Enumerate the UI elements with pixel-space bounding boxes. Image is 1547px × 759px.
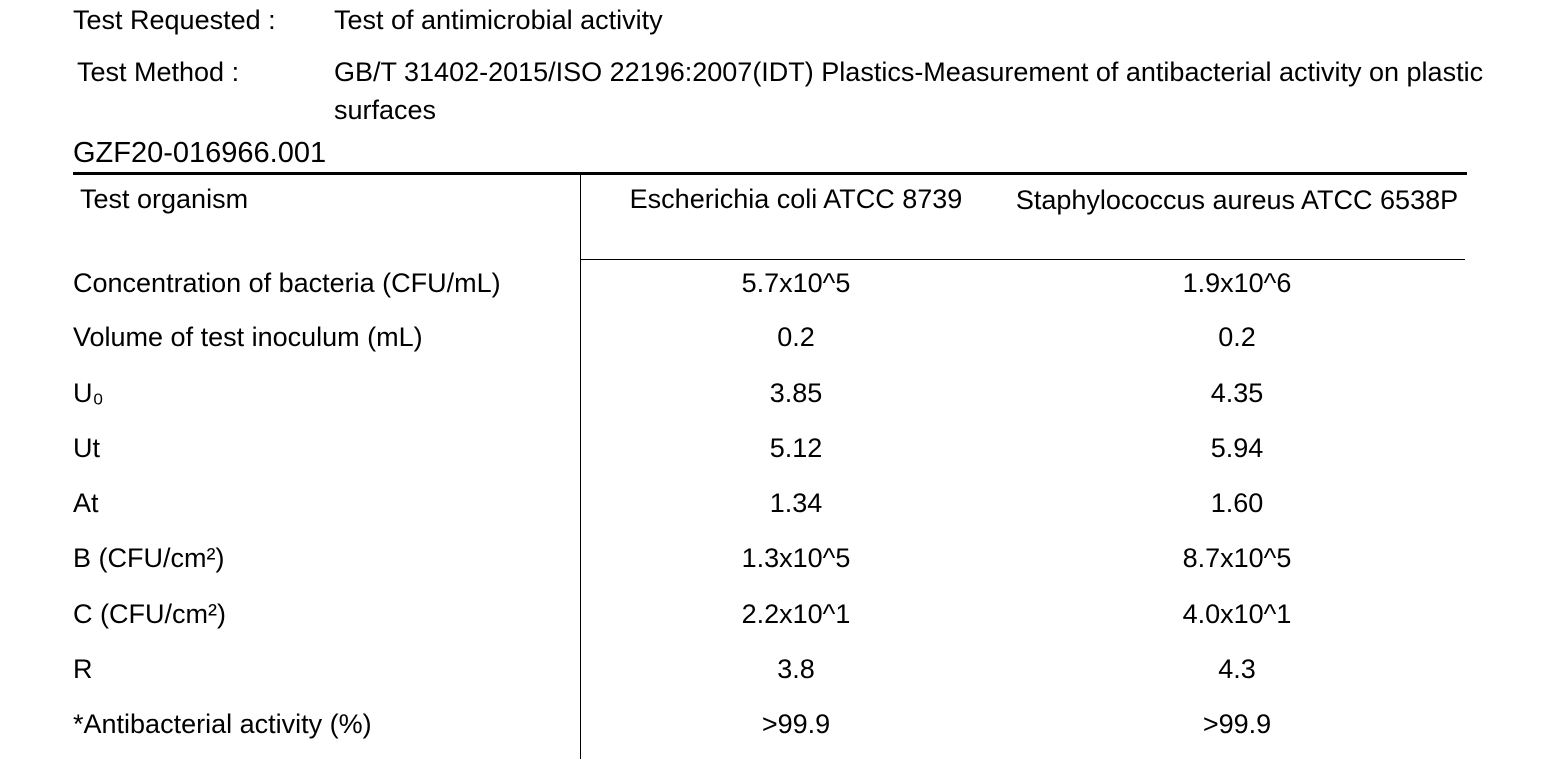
row-value-saureus: >99.9 [1202, 709, 1272, 739]
test-method-value: GB/T 31402-2015/ISO 22196:2007(IDT) Plas… [334, 57, 1484, 125]
row-value-ecoli: 3.8 [777, 654, 815, 684]
row-parameter: *Antibacterial activity (%) [73, 709, 372, 739]
header-staphylococcus-aureus: Staphylococcus aureus ATCC 6538P [1015, 185, 1459, 215]
row-value-ecoli: 2.2x10^1 [741, 599, 851, 629]
row-value-saureus: 1.60 [1210, 488, 1264, 518]
table-top-rule [73, 172, 1467, 175]
row-value-saureus: 8.7x10^5 [1182, 543, 1292, 573]
row-value-ecoli: 1.34 [769, 488, 823, 518]
row-parameter: C (CFU/cm²) [73, 599, 226, 629]
table-column-divider [580, 175, 581, 759]
report-id: GZF20-016966.001 [73, 137, 327, 169]
table-header-rule [581, 259, 1465, 260]
row-value-saureus: 4.3 [1218, 654, 1256, 684]
row-parameter: B (CFU/cm²) [73, 543, 225, 573]
row-value-ecoli: 1.3x10^5 [741, 543, 851, 573]
test-requested-value: Test of antimicrobial activity [334, 5, 663, 35]
row-value-saureus: 4.35 [1210, 378, 1264, 408]
row-value-saureus: 0.2 [1218, 322, 1256, 352]
row-value-ecoli: 0.2 [777, 322, 815, 352]
row-value-saureus: 5.94 [1210, 433, 1264, 463]
header-escherichia-coli: Escherichia coli ATCC 8739 [629, 184, 963, 214]
header-test-organism: Test organism [80, 184, 249, 214]
row-value-saureus: 1.9x10^6 [1182, 268, 1292, 298]
row-value-ecoli: 3.85 [769, 378, 823, 408]
test-requested-label: Test Requested : [73, 5, 276, 35]
row-value-saureus: 4.0x10^1 [1182, 599, 1292, 629]
row-parameter: At [73, 488, 99, 518]
row-value-ecoli: 5.12 [769, 433, 823, 463]
row-parameter: Ut [73, 433, 100, 463]
row-parameter: R [73, 654, 93, 684]
row-parameter: Volume of test inoculum (mL) [73, 322, 423, 352]
row-parameter: Concentration of bacteria (CFU/mL) [73, 268, 501, 298]
row-value-ecoli: 5.7x10^5 [741, 268, 851, 298]
row-parameter: U₀ [73, 378, 104, 408]
test-method-label: Test Method : [77, 57, 240, 87]
row-value-ecoli: >99.9 [761, 709, 831, 739]
